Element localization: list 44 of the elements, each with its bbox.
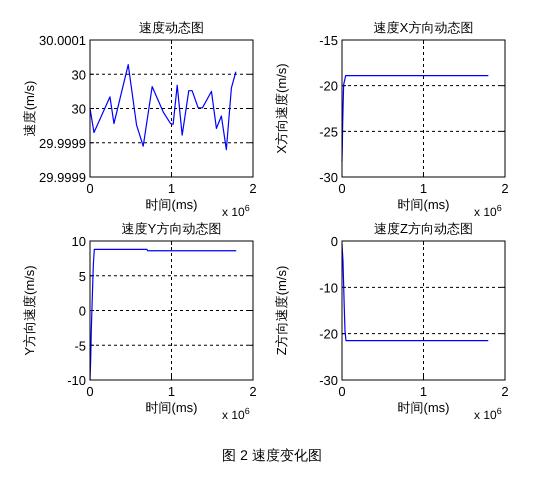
x-tick-label: 1 bbox=[168, 181, 176, 196]
y-axis-title: 速度(m/s) bbox=[22, 80, 37, 136]
chart-title: 速度Y方向动态图 bbox=[122, 221, 222, 236]
y-tick-label: 5 bbox=[78, 268, 86, 284]
y-tick-label: -5 bbox=[74, 338, 86, 354]
x-axis-title: 时间(ms) bbox=[398, 400, 450, 415]
text: x 10$^{6}$ bbox=[222, 203, 250, 219]
x-tick-label: 2 bbox=[249, 181, 257, 196]
y-tick-label: 10 bbox=[72, 234, 86, 249]
y-tick-label: 30 bbox=[72, 67, 86, 82]
y-axis-title: X方向速度(m/s) bbox=[274, 63, 289, 154]
line-series bbox=[89, 64, 236, 150]
x-tick-label: 2 bbox=[249, 384, 257, 399]
chart-title: 速度动态图 bbox=[139, 20, 204, 35]
y-axis-title: Z方向速度(m/s) bbox=[274, 266, 289, 356]
x-tick-label: 1 bbox=[420, 384, 428, 399]
x-tick-label: 1 bbox=[420, 181, 428, 196]
y-tick-label: 29.9999 bbox=[39, 170, 86, 185]
y-axis-title: Y方向速度(m/s) bbox=[22, 265, 37, 356]
chart-title: 速度Z方向动态图 bbox=[374, 221, 473, 236]
y-tick-label: 0 bbox=[330, 234, 338, 249]
x-tick-label: 2 bbox=[501, 181, 509, 196]
x-axis-title: 时间(ms) bbox=[146, 197, 198, 212]
y-tick-label: -20 bbox=[319, 78, 338, 94]
y-tick-label: 30.0001 bbox=[39, 33, 86, 48]
x-tick-label: 2 bbox=[501, 384, 509, 399]
y-tick-label: 29.9999 bbox=[39, 136, 86, 151]
text: x 10$^{6}$ bbox=[222, 406, 250, 422]
y-tick-label: -30 bbox=[319, 373, 338, 388]
y-tick-label: -10 bbox=[67, 373, 86, 388]
x-axis-title: 时间(ms) bbox=[146, 400, 198, 415]
text: 图 2 速度变化图 bbox=[222, 447, 322, 463]
text: x 10$^{6}$ bbox=[474, 406, 502, 422]
text: x 10$^{6}$ bbox=[474, 203, 502, 219]
x-axis-title: 时间(ms) bbox=[398, 197, 450, 212]
y-tick-label: -25 bbox=[319, 124, 338, 140]
y-tick-label: -20 bbox=[319, 326, 338, 342]
y-tick-label: -30 bbox=[319, 170, 338, 185]
x-tick-label: 1 bbox=[168, 384, 176, 399]
chart-title: 速度X方向动态图 bbox=[374, 20, 474, 35]
y-tick-label: -15 bbox=[319, 33, 338, 48]
y-tick-label: -10 bbox=[319, 280, 338, 296]
y-tick-label: 30 bbox=[72, 102, 86, 116]
y-tick-label: 0 bbox=[78, 304, 86, 318]
